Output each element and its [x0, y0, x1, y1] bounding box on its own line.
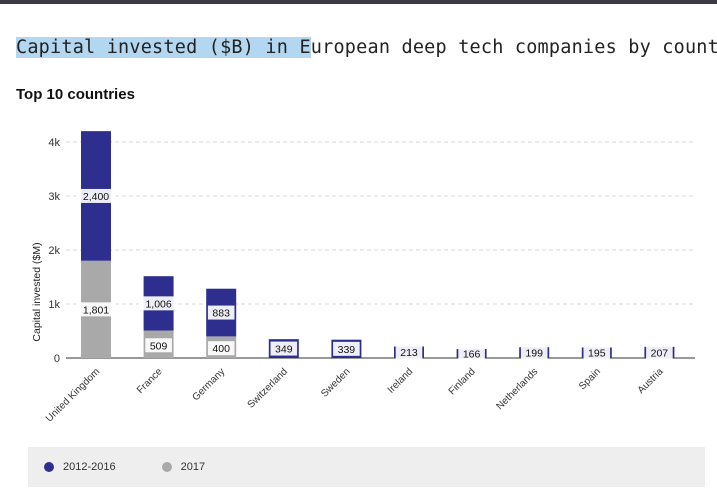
data-label-2012-2016-france-bg [139, 296, 179, 311]
legend-label-2012-2016: 2012-2016 [63, 461, 116, 473]
y-axis-title: Capital invested ($M) [31, 242, 43, 341]
x-tick-label-spain: Spain [577, 366, 603, 392]
data-label-2017-united-kingdom: 1,801 [83, 304, 109, 316]
data-label-2012-2016-ireland-bg [395, 345, 423, 360]
data-label-2012-2016-finland: 166 [463, 349, 481, 361]
data-label-2017-france: 509 [150, 340, 168, 352]
y-tick-label-1k: 1k [48, 299, 60, 311]
chart-title: Capital invested ($B) in European deep t… [16, 37, 717, 58]
chart-legend: 2012-2016 2017 [28, 447, 705, 487]
x-tick-label-united-kingdom: United Kingdom [44, 366, 102, 424]
legend-item-2017[interactable]: 2017 [161, 461, 206, 473]
x-tick-label-ireland: Ireland [386, 366, 415, 395]
y-tick-label-0: 0 [54, 353, 60, 365]
chart-subtitle: Top 10 countries [16, 86, 135, 103]
x-tick-label-switzerland: Switzerland [246, 366, 290, 410]
bar-chart: 0 1k 2k 3k 4k Capital invested ($M) 2,400 1,801… [31, 131, 695, 424]
x-tick-label-germany: Germany [190, 366, 227, 403]
data-label-2012-2016-united-kingdom: 2,400 [83, 191, 109, 203]
data-label-2012-2016-finland-bg [458, 346, 485, 361]
y-tick-label-3k: 3k [48, 191, 60, 203]
x-tick-label-france: France [135, 366, 165, 396]
data-label-2012-2016-switzerland-bg [270, 341, 298, 356]
legend-label-2017: 2017 [180, 461, 206, 473]
x-tick-label-sweden: Sweden [319, 366, 352, 399]
y-tick-label-4k: 4k [48, 137, 60, 149]
data-label-2012-2016-austria: 207 [651, 347, 669, 359]
data-label-2012-2016-ireland: 213 [400, 347, 418, 359]
data-label-2012-2016-netherlands: 199 [525, 348, 543, 360]
data-label-2017-germany: 400 [212, 343, 230, 355]
data-label-2012-2016-germany: 883 [212, 308, 230, 320]
data-label-2012-2016-spain-bg [583, 345, 611, 360]
data-label-2012-2016-sweden: 339 [338, 344, 356, 356]
data-label-2012-2016-germany-bg [207, 305, 235, 320]
data-label-2012-2016-sweden-bg [333, 341, 360, 356]
title-highlighted-selection: Capital invested ($B) in E [16, 37, 311, 58]
legend-swatch-2017 [161, 462, 172, 472]
legend-swatch-2012-2016 [44, 462, 54, 472]
x-tick-label-finland: Finland [447, 366, 478, 397]
data-label-2017-germany-bg [207, 341, 235, 356]
y-tick-label-2k: 2k [48, 245, 60, 257]
data-label-2012-2016-spain: 195 [588, 348, 606, 360]
data-label-2012-2016-austria-bg [646, 345, 673, 360]
x-tick-label-austria: Austria [636, 366, 666, 396]
x-tick-label-netherlands: Netherlands [494, 366, 540, 412]
data-label-2012-2016-netherlands-bg [520, 345, 548, 360]
window-top-bar [0, 0, 717, 4]
title-rest: uropean deep tech companies by country [310, 37, 717, 58]
data-label-2012-2016-switzerland: 349 [275, 344, 293, 356]
data-label-2012-2016-france: 1,006 [145, 298, 171, 310]
legend-item-2012-2016[interactable]: 2012-2016 [44, 461, 116, 473]
data-label-2017-france-bg [145, 338, 172, 353]
data-label-2017-united-kingdom-bg [76, 302, 116, 317]
data-label-2012-2016-united-kingdom-bg [76, 188, 116, 203]
